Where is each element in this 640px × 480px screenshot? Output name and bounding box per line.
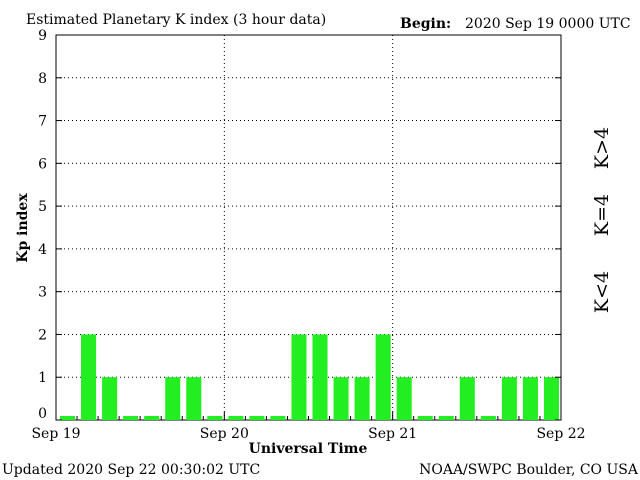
kp-bar — [123, 416, 139, 420]
kp-bar — [102, 377, 118, 420]
kp-bar — [249, 416, 265, 420]
kp-bar — [480, 416, 496, 420]
x-axis-label: Universal Time — [249, 441, 368, 457]
y-tick-label: 8 — [38, 71, 47, 87]
y-tick-label: 9 — [38, 28, 47, 44]
x-axis-ticks: Sep 19 Sep 20 Sep 21 Sep 22 — [31, 412, 586, 442]
y-tick-label: 0 — [38, 406, 47, 422]
kp-bar — [396, 377, 412, 420]
begin-label: Begin: — [400, 16, 451, 32]
y-tick-label: 5 — [38, 199, 47, 215]
kp-bar — [459, 377, 475, 420]
legend-k-equal-4: K=4 — [591, 194, 613, 236]
kp-bar — [207, 416, 223, 420]
kp-bar — [312, 334, 328, 420]
y-tick-label: 6 — [38, 156, 47, 172]
y-axis-label: Kp index — [15, 193, 31, 263]
kp-bar — [543, 377, 559, 420]
grid-lines — [56, 35, 561, 420]
kp-bar — [375, 334, 391, 420]
kp-bar — [501, 377, 517, 420]
kp-bar — [228, 416, 244, 420]
y-tick-label: 1 — [38, 370, 47, 386]
kp-bar — [81, 334, 97, 420]
kp-bar — [165, 377, 181, 420]
kp-bar — [417, 416, 433, 420]
x-tick-label: Sep 22 — [536, 426, 585, 442]
source-credit: NOAA/SWPC Boulder, CO USA — [419, 462, 639, 478]
kp-bar — [60, 416, 76, 420]
chart-title: Estimated Planetary K index (3 hour data… — [26, 12, 326, 28]
x-tick-label: Sep 19 — [31, 426, 80, 442]
bar-series — [60, 334, 559, 420]
x-tick-label: Sep 20 — [200, 426, 249, 442]
kp-bar — [144, 416, 160, 420]
kp-bar — [354, 377, 370, 420]
legend-k-less-4: K<4 — [591, 271, 613, 313]
kp-bar — [522, 377, 538, 420]
kp-bar — [333, 377, 349, 420]
y-tick-label: 2 — [38, 327, 47, 343]
kp-bar — [270, 416, 286, 420]
legend-k-greater-4: K>4 — [591, 127, 613, 169]
y-axis-ticks: 0 1 2 3 4 5 6 7 8 9 — [38, 28, 561, 422]
kp-bar — [291, 334, 307, 420]
x-tick-label: Sep 21 — [368, 426, 417, 442]
begin-value: 2020 Sep 19 0000 UTC — [465, 16, 631, 32]
kp-bar — [438, 416, 454, 420]
plot-frame — [55, 34, 562, 421]
y-tick-label: 4 — [38, 242, 47, 258]
y-tick-label: 3 — [38, 285, 47, 301]
y-tick-label: 7 — [38, 114, 47, 130]
kp-bar — [186, 377, 202, 420]
updated-timestamp: Updated 2020 Sep 22 00:30:02 UTC — [2, 462, 260, 478]
